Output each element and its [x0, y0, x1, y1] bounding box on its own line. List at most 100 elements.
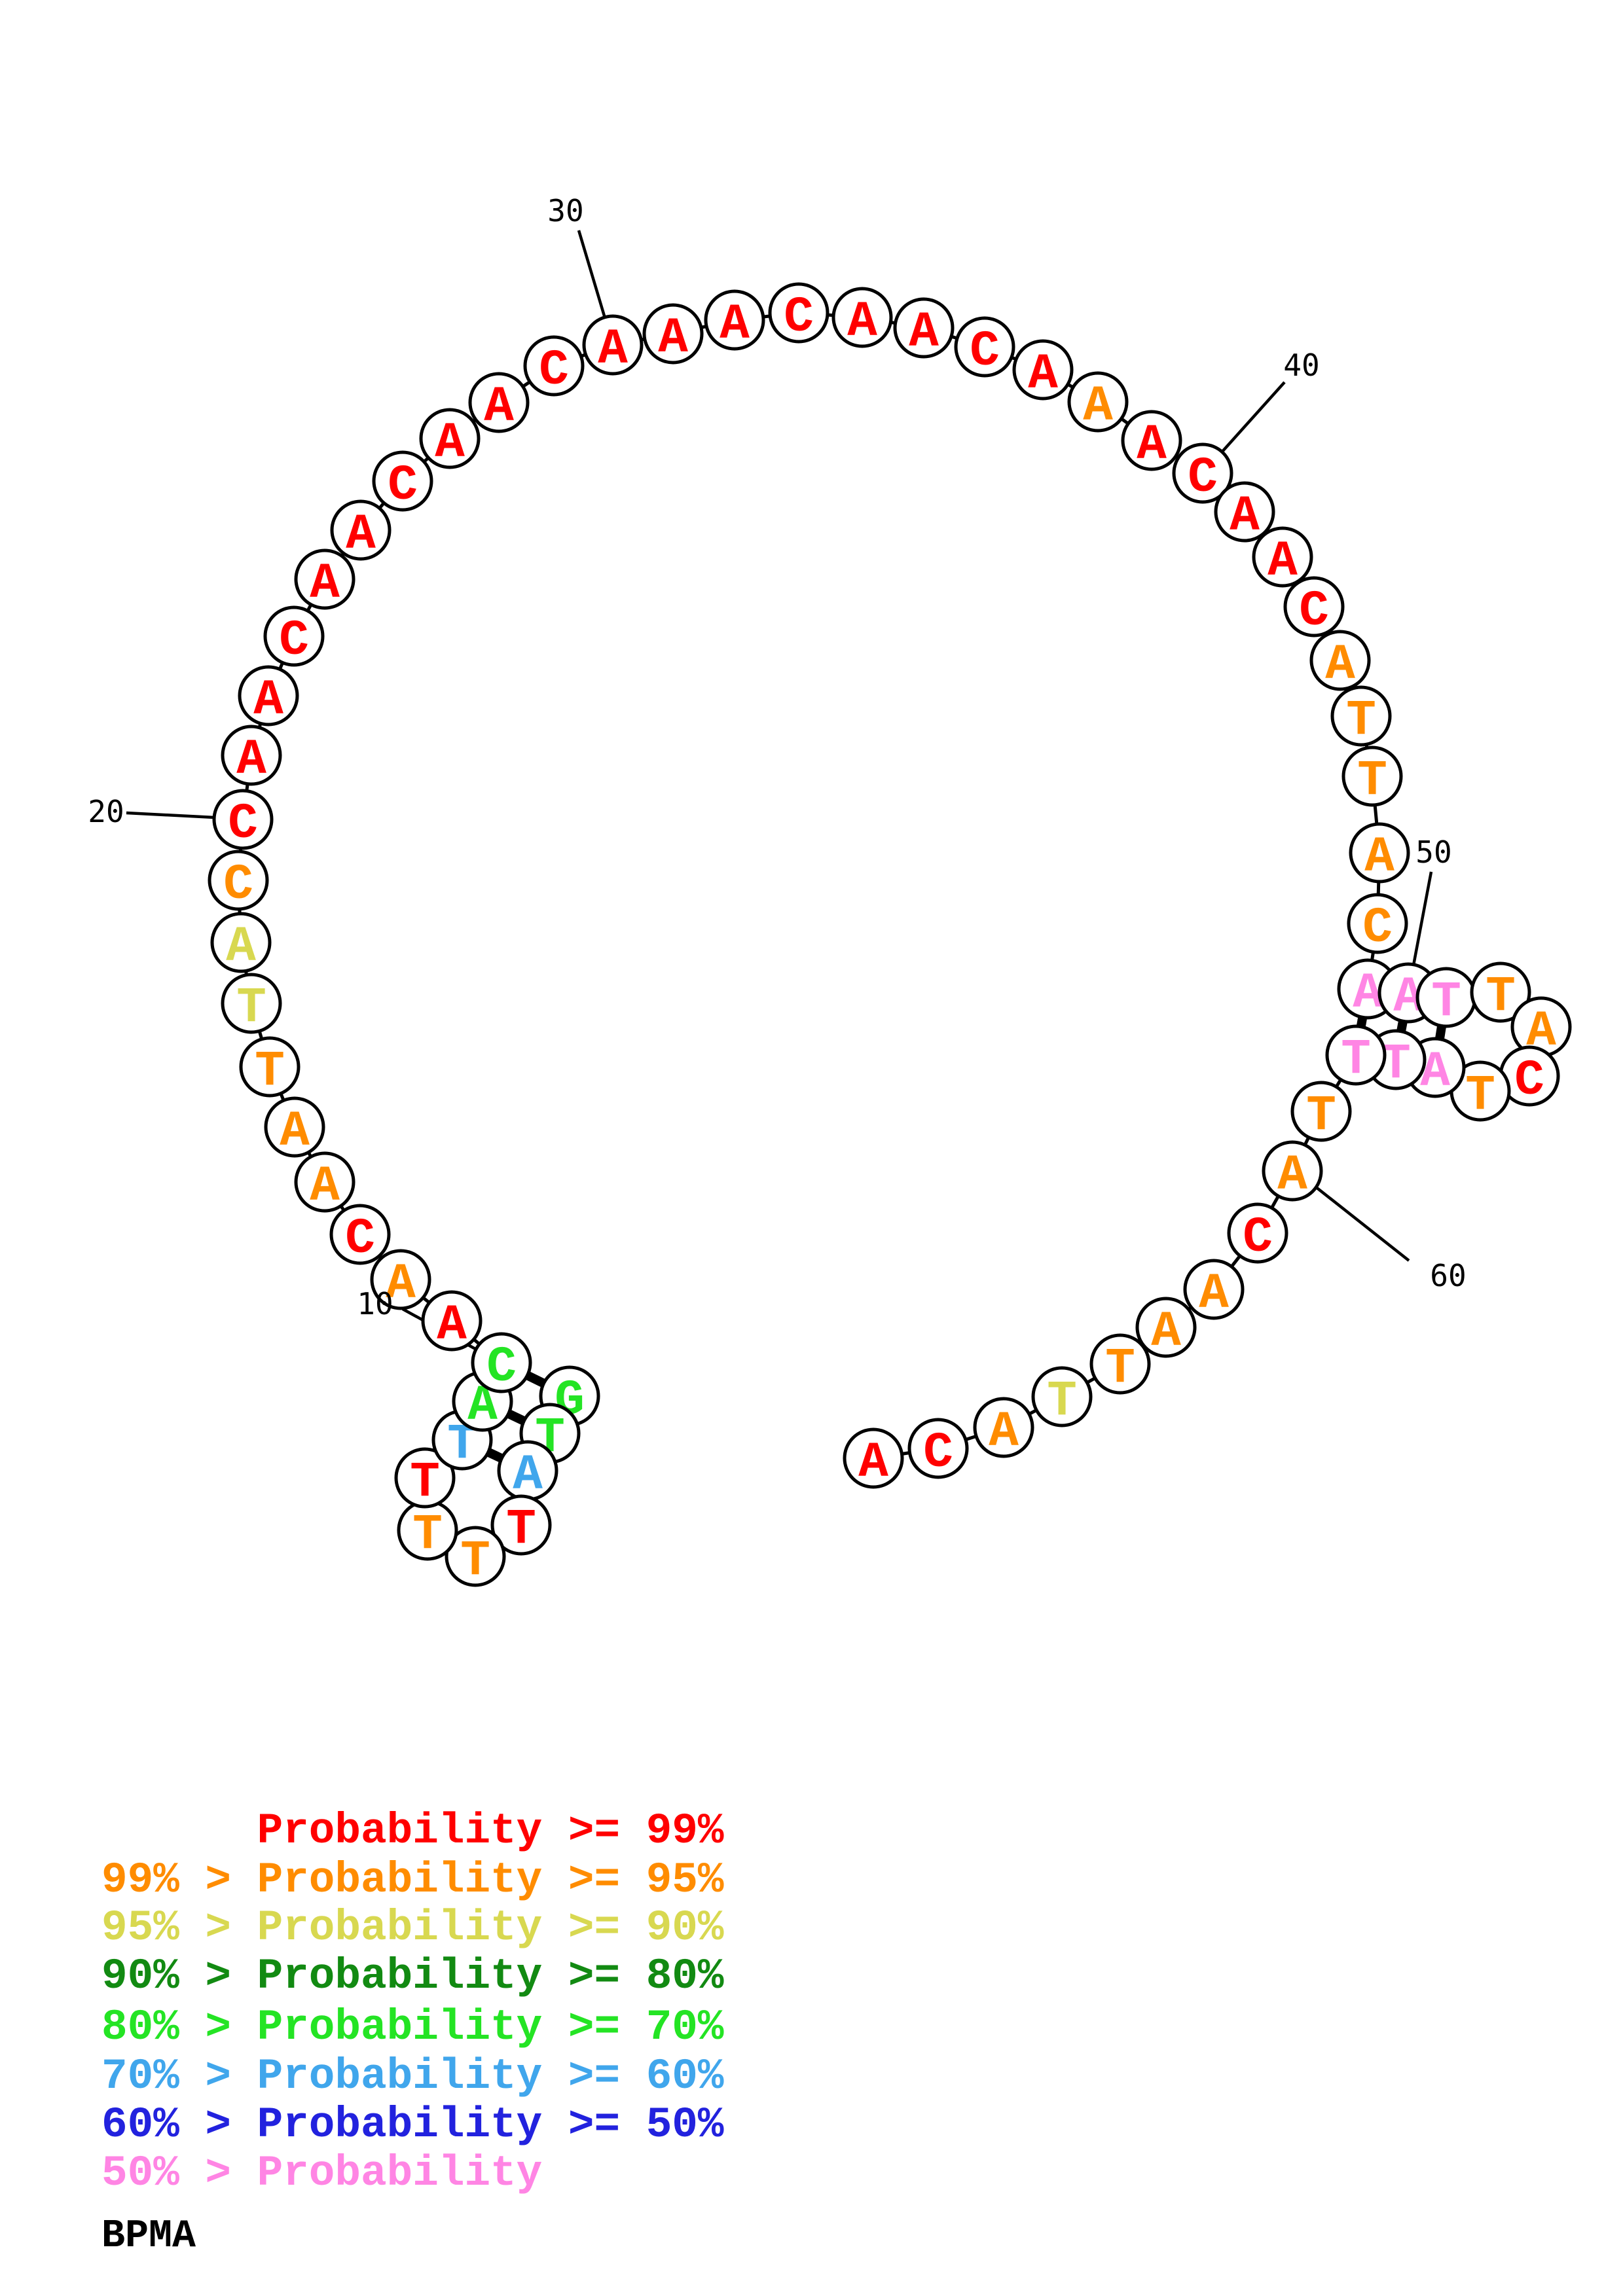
- base-letter-65: T: [1047, 1373, 1077, 1429]
- nucleotide-circle-64: [1089, 1333, 1151, 1395]
- nucleotide-circle-15: [264, 1096, 325, 1158]
- legend-row-7: 60% > Probability >= 50%: [101, 2100, 724, 2149]
- base-letter-54: C: [1514, 1052, 1544, 1109]
- base-letter-52: T: [1486, 969, 1516, 1025]
- base-letter-3: A: [513, 1447, 543, 1503]
- nucleotide-58: T: [1325, 1024, 1387, 1088]
- base-letter-46: T: [1357, 753, 1387, 809]
- base-letter-28: A: [484, 379, 514, 435]
- nucleotide-34: A: [831, 287, 893, 350]
- nucleotide-19: C: [208, 850, 269, 913]
- nucleotide-35: A: [893, 297, 955, 361]
- nucleotide-36: C: [954, 316, 1015, 380]
- nucleotide-52: T: [1470, 961, 1531, 1025]
- nucleotide-circle-47: [1349, 822, 1410, 884]
- base-letter-43: C: [1299, 583, 1329, 639]
- nucleotide-62: A: [1183, 1259, 1245, 1322]
- base-letter-16: T: [255, 1043, 285, 1100]
- nucleotide-circle-20: [212, 789, 274, 850]
- nucleotide-41: A: [1214, 481, 1275, 545]
- base-letter-19: C: [223, 857, 253, 913]
- legend-row-label: Probability >= 80%: [257, 1952, 724, 2001]
- nucleotide-37: A: [1012, 339, 1074, 403]
- nucleotide-circle-7: [394, 1447, 456, 1509]
- nucleotide-22: A: [238, 665, 299, 728]
- label-leader-line-60: [1314, 1185, 1410, 1262]
- nucleotide-27: A: [419, 408, 481, 471]
- figure-footer-label: BPMA: [101, 2214, 196, 2259]
- nucleotide-68: A: [843, 1427, 904, 1491]
- nucleotide-circle-19: [208, 850, 269, 911]
- legend-row-8: 50% > Probability: [101, 2149, 542, 2198]
- nucleotide-42: A: [1252, 526, 1313, 590]
- nucleotide-circle-34: [831, 287, 893, 348]
- base-letter-36: C: [970, 323, 1000, 380]
- nucleotide-66: A: [973, 1397, 1034, 1460]
- nucleotide-circle-35: [893, 297, 955, 359]
- base-letter-44: A: [1325, 637, 1355, 693]
- base-letter-41: A: [1230, 488, 1260, 545]
- nucleotide-circle-48: [1347, 893, 1408, 954]
- nucleotide-26: C: [372, 450, 433, 514]
- position-label-40: 40: [1283, 348, 1319, 383]
- base-letter-61: C: [1243, 1210, 1273, 1266]
- nucleotide-circle-31: [642, 303, 704, 365]
- legend-row-label: Probability >= 70%: [257, 2003, 724, 2052]
- nucleotide-circle-62: [1183, 1259, 1245, 1320]
- base-letter-6: T: [412, 1507, 443, 1563]
- base-letter-67: C: [923, 1425, 953, 1481]
- nucleotide-circle-37: [1012, 339, 1074, 401]
- label-leader-line-30: [577, 230, 607, 319]
- base-letter-64: T: [1105, 1340, 1135, 1397]
- nucleotide-circle-67: [907, 1418, 969, 1479]
- nucleotide-15: A: [264, 1096, 325, 1160]
- nucleotide-circle-25: [330, 499, 392, 561]
- nucleotide-65: T: [1031, 1366, 1093, 1429]
- base-letter-63: A: [1151, 1304, 1181, 1360]
- base-letter-14: A: [310, 1158, 340, 1215]
- nucleotide-circle-12: [370, 1249, 431, 1310]
- nucleotide-60: A: [1262, 1140, 1323, 1204]
- legend-row-label: Probability >= 90%: [257, 1903, 724, 1952]
- nucleotide-circle-5: [445, 1526, 506, 1587]
- nucleotide-24: A: [294, 548, 356, 612]
- nucleotide-16: T: [239, 1036, 301, 1100]
- nucleotide-29: C: [523, 335, 585, 399]
- legend-range-prefix: 99% >: [101, 1856, 231, 1905]
- nucleotide-circle-11: [421, 1290, 483, 1352]
- base-letter-38: A: [1083, 378, 1113, 435]
- nucleotide-46: T: [1341, 745, 1403, 809]
- nucleotide-18: A: [210, 912, 272, 975]
- base-letter-48: C: [1362, 900, 1393, 956]
- nucleotide-circle-45: [1330, 685, 1392, 747]
- base-letter-18: A: [226, 919, 256, 975]
- nucleotide-circle-52: [1470, 961, 1531, 1023]
- nucleotide-circle-27: [419, 408, 481, 469]
- base-letter-24: A: [310, 556, 340, 612]
- position-label-20: 20: [88, 794, 124, 829]
- nucleotide-59: T: [1290, 1081, 1352, 1144]
- base-letter-47: A: [1364, 829, 1395, 886]
- nucleotide-3: A: [497, 1440, 558, 1503]
- nucleotide-circle-28: [468, 372, 530, 433]
- nucleotide-38: A: [1067, 371, 1129, 435]
- nucleotide-64: T: [1089, 1333, 1151, 1397]
- nucleotide-51: T: [1415, 967, 1477, 1030]
- nucleotide-circle-22: [238, 665, 299, 726]
- nucleotide-54: C: [1499, 1045, 1560, 1109]
- legend-row-5: 80% > Probability >= 70%: [101, 2003, 724, 2052]
- legend-row-label: Probability >= 95%: [257, 1856, 724, 1905]
- base-letter-11: A: [437, 1297, 467, 1354]
- nucleotide-33: C: [768, 282, 830, 346]
- nucleotide-30: A: [582, 314, 644, 378]
- base-letter-15: A: [280, 1103, 310, 1160]
- position-label-60: 60: [1430, 1258, 1466, 1293]
- nucleotide-circle-40: [1172, 442, 1233, 504]
- position-label-30: 30: [547, 193, 583, 228]
- nucleotide-circle-18: [210, 912, 272, 973]
- nucleotide-21: A: [221, 725, 282, 788]
- legend-range-prefix: 90% >: [101, 1952, 231, 2001]
- legend-row-4: 90% > Probability >= 80%: [101, 1952, 724, 2001]
